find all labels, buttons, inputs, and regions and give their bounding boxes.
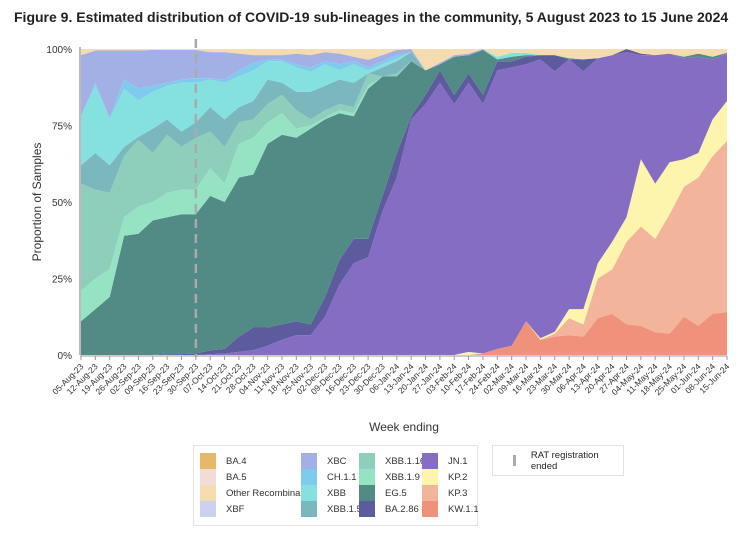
area-xbb-1-9 [81,49,727,322]
area-xbb [81,49,727,166]
legend-label: XBB.1.9 [385,471,420,483]
chart-title: Figure 9. Estimated distribution of COVI… [14,9,729,25]
legend-item: BA.2.86 [359,501,419,517]
legend-label: EG.5 [385,487,407,499]
area-other-recombinant [81,49,727,71]
area-kw-1-1 [81,312,727,355]
legend-label: XBB [327,487,347,499]
legend-swatch [359,501,375,517]
legend-swatch [200,485,216,501]
y-tick-label: 25% [52,275,72,286]
legend-label: XBC [327,455,347,467]
legend-swatch [200,453,216,469]
legend-item: XBF [200,501,244,517]
legend-item: EG.5 [359,485,407,501]
legend-label: KW.1.1 [448,503,479,515]
y-tick-label: 100% [46,45,72,56]
legend-item: XBC [301,453,347,469]
legend-label: KP.2 [448,471,468,483]
legend-label: BA.5 [226,471,247,483]
legend-item: XBB.1.5 [301,501,362,517]
legend-swatch [422,501,438,517]
y-tick-label: 75% [52,122,72,133]
stacked-area-chart: 0%25%50%75%100%05-Aug-2312-Aug-2319-Aug-… [30,39,732,434]
legend-swatch [200,501,216,517]
area-eg-5 [81,49,727,355]
legend-label: CH.1.1 [327,471,357,483]
legend-label: BA.2.86 [385,503,419,515]
legend-item: JN.1 [422,453,468,469]
dashed-line-legend-icon [513,455,516,466]
legend-label: XBB.1.5 [327,503,362,515]
legend-label: JN.1 [448,455,468,467]
legend-swatch [301,453,317,469]
legend-item: BA.5 [200,469,247,485]
legend-swatch [301,501,317,517]
legend-label: Other Recombinant [226,487,309,499]
legend-item: KW.1.1 [422,501,479,517]
legend-label: XBB.1.16 [385,455,426,467]
legend-swatch [422,453,438,469]
y-tick-label: 50% [52,198,72,209]
legend-item: BA.4 [200,453,247,469]
legend-swatch [301,485,317,501]
y-axis-label: Proportion of Samples [30,143,44,262]
legend-label: BA.4 [226,455,247,467]
legend-swatch [359,485,375,501]
legend-label: XBF [226,503,245,515]
legend-swatch [422,485,438,501]
x-axis-label: Week ending [369,420,439,434]
legend-swatch [359,469,375,485]
legend-swatch [200,469,216,485]
rat-legend-label: RAT registration ended [530,449,599,472]
legend-item: XBB [301,485,346,501]
legend-item: CH.1.1 [301,469,357,485]
legend-item: KP.3 [422,485,467,501]
legend-item: XBB.1.9 [359,469,420,485]
legend-item: XBB.1.16 [359,453,425,469]
legend-item: Other Recombinant [200,485,308,501]
legend-label: KP.3 [448,487,468,499]
legend-item: KP.2 [422,469,467,485]
area-xbc [81,49,727,118]
legend-swatch [359,453,375,469]
area-jn-1 [81,52,727,355]
area-xbb-1-5 [81,49,727,193]
legend-swatch [422,469,438,485]
legend-swatch [301,469,317,485]
legend: BA.4 BA.5 Other Recombinant XBF XBC CH.1.1 XBB… [193,445,479,526]
y-tick-label: 0% [58,351,73,362]
rat-legend: RAT registration ended [492,445,624,476]
